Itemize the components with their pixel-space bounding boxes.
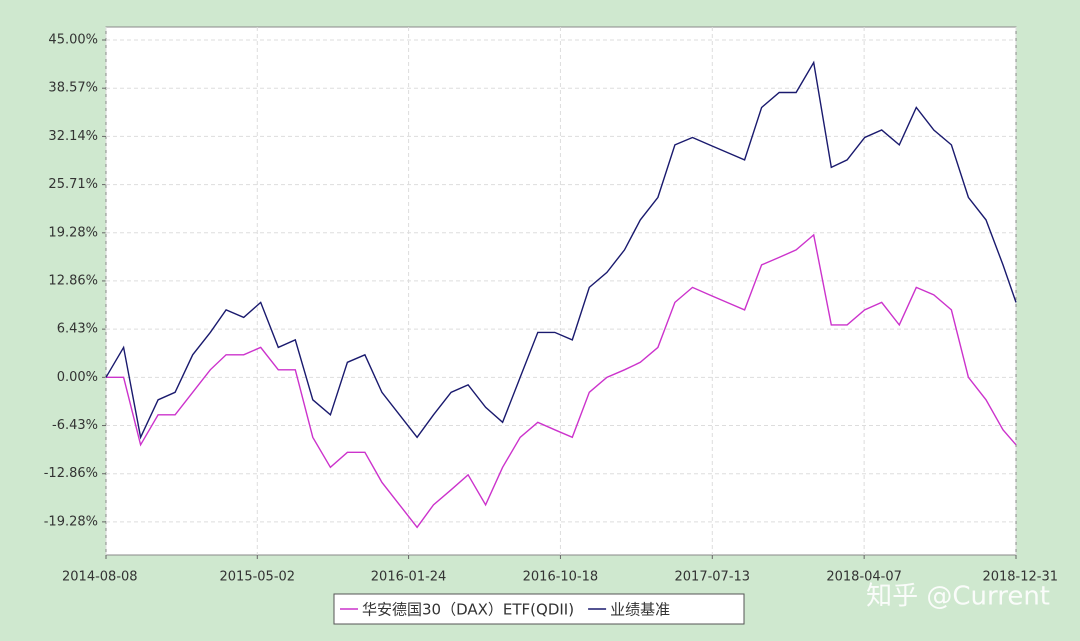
y-tick-label: 12.86% [48,273,98,288]
y-tick-label: 19.28% [48,225,98,240]
line-series [105,60,1017,440]
legend-label: 业绩基准 [610,601,670,619]
y-tick-label: 32.14% [48,129,98,144]
legend [333,593,745,625]
x-tick-label: 2014-08-08 [62,570,138,585]
y-tick-label: -6.43% [52,418,98,433]
x-tick-label: 2016-10-18 [523,570,599,585]
x-tick-label: 2015-05-02 [220,570,296,585]
x-tick-label: 2018-12-31 [982,570,1058,585]
x-tick-label: 2017-07-13 [675,570,751,585]
y-tick-label: 0.00% [57,370,98,385]
legend-label: 华安德国30（DAX）ETF(QDII) [362,601,574,619]
y-tick-label: 45.00% [48,33,98,48]
y-tick-label: 6.43% [57,322,98,337]
line-series [106,233,1017,529]
y-tick-label: -12.86% [44,466,98,481]
x-tick-label: 2018-04-07 [826,570,902,585]
y-tick-label: 38.57% [48,81,98,96]
x-tick-label: 2016-01-24 [371,570,447,585]
watermark: 知乎 @Current [866,582,1050,612]
plot-area [105,26,1017,556]
y-tick-label: 25.71% [48,177,98,192]
y-tick-label: -19.28% [44,514,98,529]
